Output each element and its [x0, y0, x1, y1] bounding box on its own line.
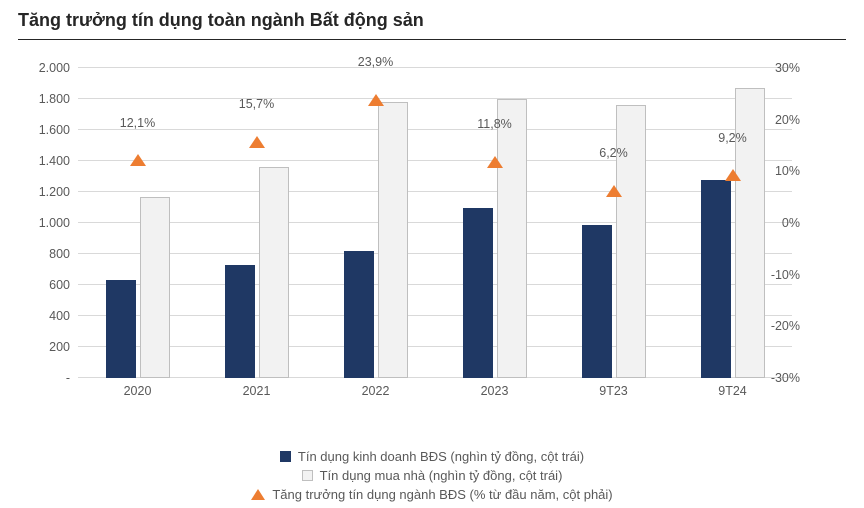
gridline: [78, 67, 792, 68]
y-right-tick: 20%: [775, 113, 800, 127]
gridline: [78, 191, 792, 192]
y-right-tick: 0%: [782, 216, 800, 230]
bar-kd-bds: [225, 265, 255, 378]
chart-container: Tăng trưởng tín dụng toàn ngành Bất động…: [0, 0, 864, 508]
bar-mua-nha: [497, 99, 527, 378]
gridline: [78, 222, 792, 223]
marker-growth: [606, 185, 622, 197]
chart-area: -2004006008001.0001.2001.4001.6001.8002.…: [18, 68, 846, 416]
marker-label: 23,9%: [358, 55, 393, 69]
legend-label: Tín dụng kinh doanh BĐS (nghìn tỷ đồng, …: [298, 449, 584, 464]
marker-growth: [368, 94, 384, 106]
legend: Tín dụng kinh doanh BĐS (nghìn tỷ đồng, …: [0, 449, 864, 502]
gridline: [78, 253, 792, 254]
legend-label: Tín dụng mua nhà (nghìn tỷ đồng, cột trá…: [320, 468, 563, 483]
marker-label: 6,2%: [599, 146, 628, 160]
x-tick: 9T24: [718, 384, 747, 398]
gridline: [78, 315, 792, 316]
marker-growth: [249, 136, 265, 148]
y-right-tick: -20%: [771, 319, 800, 333]
marker-growth: [130, 154, 146, 166]
y-right-tick: 10%: [775, 164, 800, 178]
bar-mua-nha: [378, 102, 408, 378]
marker-label: 9,2%: [718, 131, 747, 145]
y-right-tick: 30%: [775, 61, 800, 75]
legend-swatch-icon: [302, 470, 313, 481]
gridline: [78, 98, 792, 99]
marker-label: 11,8%: [477, 117, 512, 131]
bar-mua-nha: [140, 197, 170, 378]
marker-label: 12,1%: [120, 116, 155, 130]
bar-mua-nha: [259, 167, 289, 378]
gridline: [78, 346, 792, 347]
bar-kd-bds: [582, 225, 612, 378]
x-tick: 2022: [362, 384, 390, 398]
y-right-tick: -10%: [771, 268, 800, 282]
legend-item: Tín dụng kinh doanh BĐS (nghìn tỷ đồng, …: [280, 449, 584, 464]
bar-kd-bds: [106, 280, 136, 378]
bar-kd-bds: [463, 208, 493, 379]
x-tick: 2021: [243, 384, 271, 398]
marker-growth: [725, 169, 741, 181]
gridline: [78, 160, 792, 161]
marker-label: 15,7%: [239, 97, 274, 111]
legend-label: Tăng trưởng tín dụng ngành BĐS (% từ đầu…: [272, 487, 612, 502]
gridline: [78, 377, 792, 378]
legend-swatch-icon: [280, 451, 291, 462]
chart-title: Tăng trưởng tín dụng toàn ngành Bất động…: [18, 10, 846, 40]
gridline: [78, 129, 792, 130]
x-tick: 2020: [124, 384, 152, 398]
x-tick: 2023: [481, 384, 509, 398]
gridline: [78, 284, 792, 285]
legend-item: Tăng trưởng tín dụng ngành BĐS (% từ đầu…: [251, 487, 612, 502]
x-tick: 9T23: [599, 384, 628, 398]
marker-growth: [487, 156, 503, 168]
bar-kd-bds: [701, 180, 731, 378]
plot-area: -2004006008001.0001.2001.4001.6001.8002.…: [78, 68, 792, 378]
legend-item: Tín dụng mua nhà (nghìn tỷ đồng, cột trá…: [302, 468, 563, 483]
legend-triangle-icon: [251, 489, 265, 500]
bar-kd-bds: [344, 251, 374, 378]
y-right-tick: -30%: [771, 371, 800, 385]
